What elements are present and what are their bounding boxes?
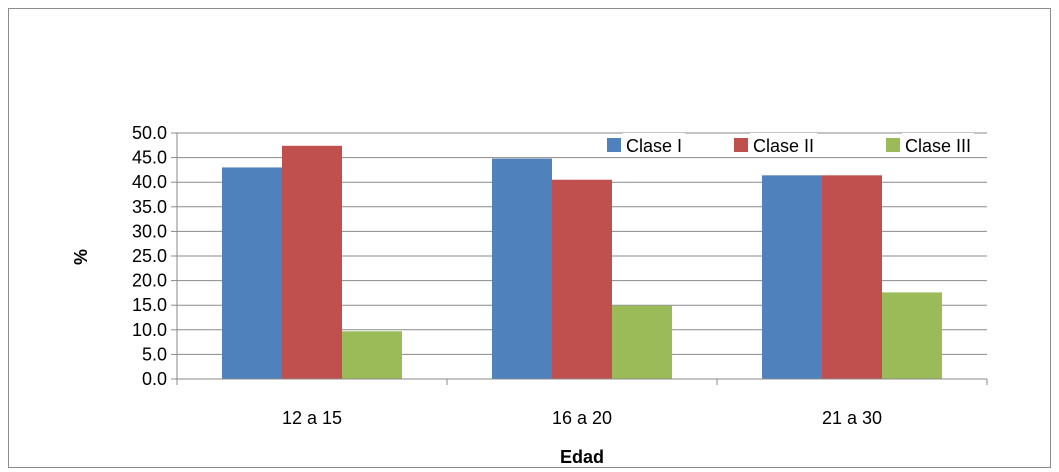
y-tick-label: 40.0 [132,172,167,192]
y-tick-label: 10.0 [132,320,167,340]
chart-frame: 0.0 5.0 10.0 15.0 20.0 25.0 30.0 35.0 40.0 45.0 50… [8,8,1051,468]
bar [282,145,342,379]
y-tick-label: 50.0 [132,123,167,143]
bar [492,158,552,379]
y-tick-label: 45.0 [132,148,167,168]
y-tick-label: 5.0 [142,344,167,364]
bar [342,331,402,379]
legend-label: Clase II [753,136,814,156]
y-tick-label: 25.0 [132,246,167,266]
bar [612,305,672,379]
x-tick-label: 12 a 15 [282,408,342,428]
bar-chart: 0.0 5.0 10.0 15.0 20.0 25.0 30.0 35.0 40.0 45.0 50… [71,123,988,467]
legend-label-background [623,133,686,157]
legend-swatch [607,138,621,152]
x-tick-label: 16 a 20 [552,408,612,428]
y-axis-title: % [71,249,91,265]
y-tick-label: 35.0 [132,197,167,217]
legend-label-background [750,133,818,157]
legend-label: Clase I [626,136,682,156]
bar [552,179,612,379]
legend-label: Clase III [905,136,971,156]
x-tick-labels: 12 a 15 16 a 20 21 a 30 [282,408,882,428]
y-tick-label: 30.0 [132,221,167,241]
bar [822,175,882,379]
legend: Clase I Clase II Clase III [607,133,975,157]
x-tick-label: 21 a 30 [822,408,882,428]
bar [222,167,282,379]
legend-swatch [734,138,748,152]
y-tick-label: 20.0 [132,271,167,291]
bars [222,145,942,379]
y-tick-labels: 0.0 5.0 10.0 15.0 20.0 25.0 30.0 35.0 40.0 45.0 50… [132,123,167,389]
bar [762,175,822,379]
y-tick-label: 15.0 [132,295,167,315]
legend-label-background [902,133,975,157]
legend-swatch [886,138,900,152]
axes [171,132,988,385]
bar [882,292,942,379]
x-axis-title: Edad [560,447,604,467]
y-tick-label: 0.0 [142,369,167,389]
